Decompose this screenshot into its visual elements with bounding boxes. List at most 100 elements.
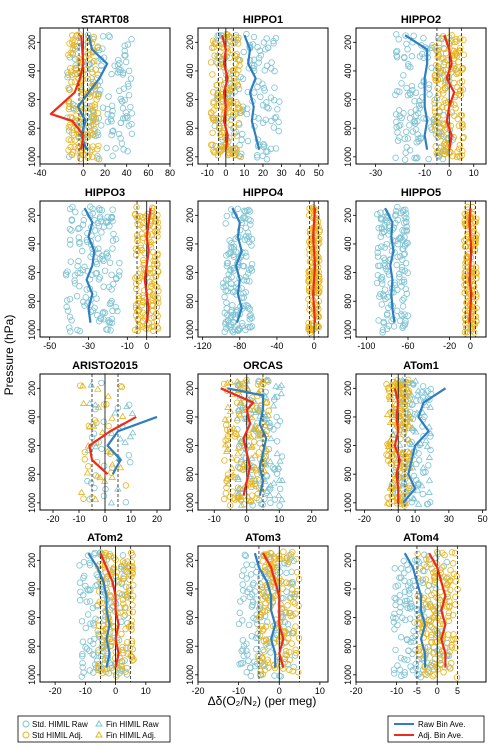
data-point [104, 326, 111, 333]
data-point [249, 425, 258, 432]
data-point [64, 268, 71, 275]
data-point [119, 643, 126, 651]
x-tick-label: 40 [122, 168, 132, 178]
data-point [96, 215, 104, 222]
data-point [71, 38, 79, 45]
data-point [263, 640, 271, 647]
data-point [99, 669, 106, 677]
data-point [251, 451, 259, 459]
data-point [374, 253, 382, 260]
data-point [216, 77, 224, 84]
data-point [398, 264, 406, 271]
data-point [260, 39, 268, 46]
data-point [83, 645, 91, 652]
data-point [278, 453, 286, 460]
data-point [241, 215, 249, 222]
data-point [434, 151, 441, 159]
panel-frame [197, 200, 329, 338]
y-tick-label: 400 [27, 581, 37, 596]
y-tick-label: 800 [343, 467, 353, 482]
data-point [112, 304, 120, 311]
data-point [247, 672, 255, 680]
data-point [242, 273, 250, 281]
data-point [134, 237, 141, 245]
data-point [402, 318, 409, 325]
data-point [255, 59, 262, 66]
data-point [409, 128, 417, 135]
data-point [256, 632, 264, 639]
data-point [249, 561, 256, 568]
data-point [431, 96, 438, 104]
data-point [391, 610, 398, 617]
adj-bin-average-line [220, 387, 255, 496]
data-point [116, 464, 125, 471]
data-point [108, 638, 115, 646]
data-point [416, 646, 423, 653]
panel-title: HIPPO1 [243, 14, 283, 26]
data-point [255, 449, 263, 456]
data-point [430, 606, 437, 613]
data-point [422, 401, 431, 409]
legend-left: Std. HIMIL Raw Std HIMIL Adj. Fin HIMIL … [17, 715, 171, 743]
data-point [236, 62, 243, 69]
data-point [96, 255, 104, 262]
data-point [235, 85, 243, 93]
data-point [275, 563, 282, 570]
data-point [425, 488, 433, 495]
data-point [305, 319, 312, 327]
data-point [407, 600, 415, 607]
data-point [228, 309, 235, 316]
data-point [230, 424, 238, 431]
data-point [274, 631, 281, 639]
data-point [65, 51, 72, 59]
data-point [77, 588, 84, 596]
data-point [95, 646, 102, 654]
y-tick-label: 400 [185, 409, 195, 424]
data-point [247, 496, 255, 503]
data-point [403, 227, 411, 235]
data-point [256, 605, 263, 612]
data-point [425, 81, 433, 88]
data-point [399, 303, 407, 310]
data-point [154, 312, 161, 320]
data-point [151, 260, 158, 268]
data-point [80, 217, 87, 224]
data-point [281, 655, 289, 662]
data-point [389, 450, 397, 457]
data-point [242, 326, 249, 334]
data-point [78, 247, 86, 255]
data-point [271, 84, 278, 91]
data-point [383, 410, 392, 417]
data-point [95, 622, 103, 630]
data-point [273, 566, 281, 574]
data-point [258, 382, 265, 390]
data-point [69, 51, 77, 58]
data-point [288, 590, 296, 598]
data-point [394, 286, 401, 293]
data-point [261, 453, 270, 460]
data-point [397, 435, 404, 442]
data-point [396, 112, 403, 120]
data-point [399, 324, 406, 331]
data-point [426, 91, 433, 98]
data-point [431, 576, 439, 583]
data-point [256, 574, 264, 581]
data-point [404, 45, 411, 53]
data-point [405, 379, 413, 387]
data-point [453, 153, 461, 161]
data-point [472, 218, 479, 226]
data-point [269, 598, 276, 605]
data-point [86, 561, 94, 569]
data-point [220, 380, 228, 388]
data-point [314, 237, 321, 245]
data-point [398, 389, 406, 396]
data-point [415, 102, 423, 109]
data-point [419, 490, 426, 498]
data-point [440, 573, 448, 581]
data-point [447, 567, 454, 574]
y-tick-label: 400 [185, 581, 195, 596]
data-point [239, 646, 247, 653]
data-point [401, 669, 409, 676]
legend-label-fin-adj: Fin HIMIL Adj. [106, 731, 156, 740]
data-point [112, 236, 120, 243]
